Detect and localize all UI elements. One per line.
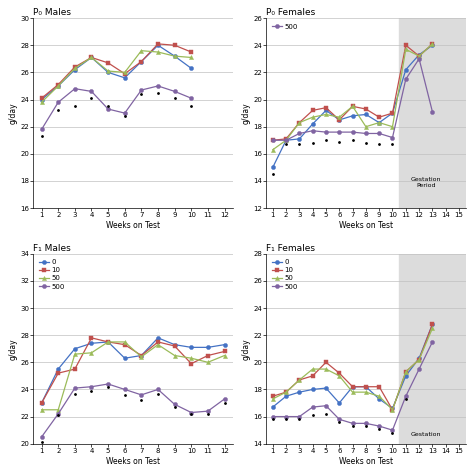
Legend: 500: 500	[270, 22, 300, 32]
Y-axis label: g/day: g/day	[241, 102, 250, 124]
Text: F₁ Females: F₁ Females	[266, 244, 315, 253]
Text: P₀ Males: P₀ Males	[33, 9, 71, 18]
Bar	[399, 254, 465, 444]
Y-axis label: g/day: g/day	[9, 102, 18, 124]
X-axis label: Weeks on Test: Weeks on Test	[339, 221, 393, 230]
X-axis label: Weeks on Test: Weeks on Test	[339, 456, 393, 465]
Y-axis label: g/day: g/day	[241, 338, 250, 360]
Text: Gestation: Gestation	[410, 432, 441, 437]
Legend: 0, 10, 50, 500: 0, 10, 50, 500	[270, 257, 300, 292]
Y-axis label: g/day: g/day	[9, 338, 18, 360]
Legend: 0, 10, 50, 500: 0, 10, 50, 500	[37, 257, 67, 292]
X-axis label: Weeks on Test: Weeks on Test	[106, 456, 160, 465]
Text: F₁ Males: F₁ Males	[33, 244, 71, 253]
Text: Gestation
Period: Gestation Period	[410, 177, 441, 188]
X-axis label: Weeks on Test: Weeks on Test	[106, 221, 160, 230]
Text: P₀ Females: P₀ Females	[266, 9, 315, 18]
Bar	[399, 18, 465, 208]
